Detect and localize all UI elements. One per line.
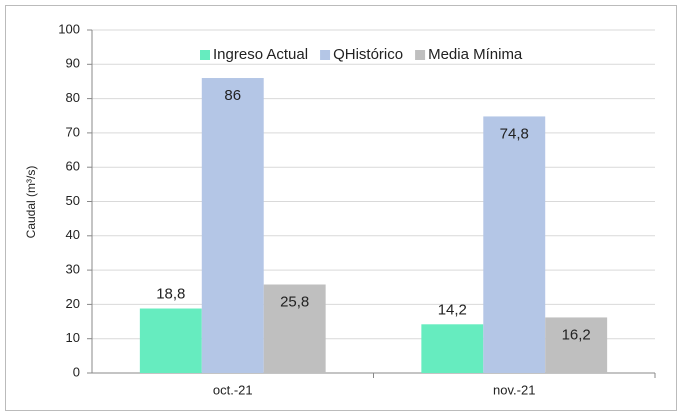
y-tick-label: 20: [66, 296, 80, 311]
legend-swatch: [320, 50, 331, 60]
legend-label: Media Mínima: [428, 46, 523, 63]
value-label: 18,8: [156, 285, 185, 302]
y-tick-label: 60: [66, 159, 80, 174]
bar: [263, 284, 326, 373]
value-label: 74,8: [500, 125, 529, 142]
y-tick-label: 80: [66, 90, 80, 105]
x-tick-label: nov.-21: [493, 382, 535, 397]
y-tick-label: 100: [58, 21, 80, 36]
y-tick-label: 70: [66, 124, 80, 139]
legend-swatch: [200, 50, 210, 60]
bar: [201, 78, 264, 374]
y-tick-label: 90: [66, 56, 80, 71]
bar: [421, 324, 484, 373]
bar: [139, 308, 202, 373]
y-tick-label: 10: [66, 330, 80, 345]
legend-swatch: [415, 50, 426, 60]
bar: [483, 116, 546, 373]
x-tick-label: oct.-21: [213, 382, 253, 397]
value-label: 25,8: [280, 293, 309, 310]
bar: [545, 317, 608, 373]
legend-label: QHistórico: [333, 46, 403, 63]
value-label: 14,2: [438, 301, 467, 318]
value-label: 16,2: [562, 326, 591, 343]
y-tick-label: 30: [66, 262, 80, 277]
y-tick-label: 0: [73, 364, 80, 379]
y-axis-label: Caudal (m³/s): [24, 166, 38, 239]
y-tick-label: 40: [66, 227, 80, 242]
value-label: 86: [224, 87, 241, 104]
y-tick-label: 50: [66, 193, 80, 208]
legend-label: Ingreso Actual: [213, 46, 308, 63]
